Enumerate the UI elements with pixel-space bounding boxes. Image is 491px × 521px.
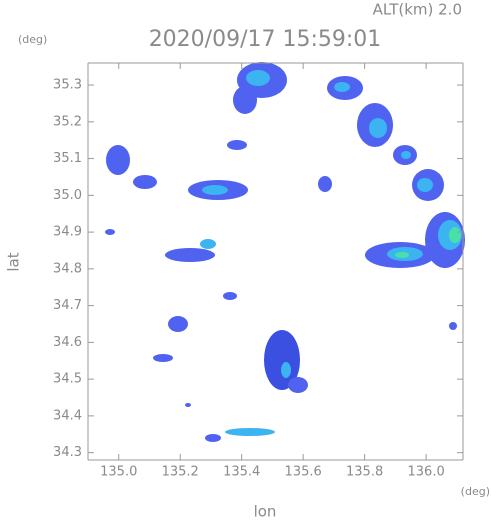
y-tick-label: 34.8 — [53, 261, 82, 276]
x-tick-label: 135.6 — [285, 465, 322, 480]
axes: 135.0 135.2 135.4 135.6 135.8 136.0 34.3 34.4 34… — [53, 63, 463, 480]
timestamp: 2020/09/17 15:59:01 — [149, 27, 382, 52]
y-tick-label: 35.2 — [53, 114, 82, 129]
plot-frame — [87, 62, 464, 461]
x-tick-label: 135.8 — [346, 465, 383, 480]
y-tick-label: 34.3 — [53, 445, 82, 460]
y-tick-label: 34.5 — [53, 372, 82, 387]
y-tick-label: 34.9 — [53, 225, 82, 240]
y-tick-label: 35.1 — [53, 151, 82, 166]
x-unit: (deg) — [461, 485, 490, 498]
altitude-label: ALT(km) 2.0 — [373, 1, 462, 19]
y-tick-label: 34.4 — [53, 408, 82, 423]
y-tick-label: 35.3 — [53, 78, 82, 93]
y-unit: (deg) — [18, 33, 47, 46]
x-tick-label: 135.0 — [100, 465, 137, 480]
y-tick-label: 34.7 — [53, 298, 82, 313]
y-axis-label: lat — [5, 252, 23, 271]
echoes — [105, 62, 465, 442]
y-tick-label: 35.0 — [53, 188, 82, 203]
x-tick-label: 135.4 — [223, 465, 260, 480]
x-axis-label: lon — [254, 503, 277, 521]
x-tick-label: 135.2 — [162, 465, 199, 480]
y-tick-label: 34.6 — [53, 335, 82, 350]
x-tick-label: 136.0 — [408, 465, 445, 480]
